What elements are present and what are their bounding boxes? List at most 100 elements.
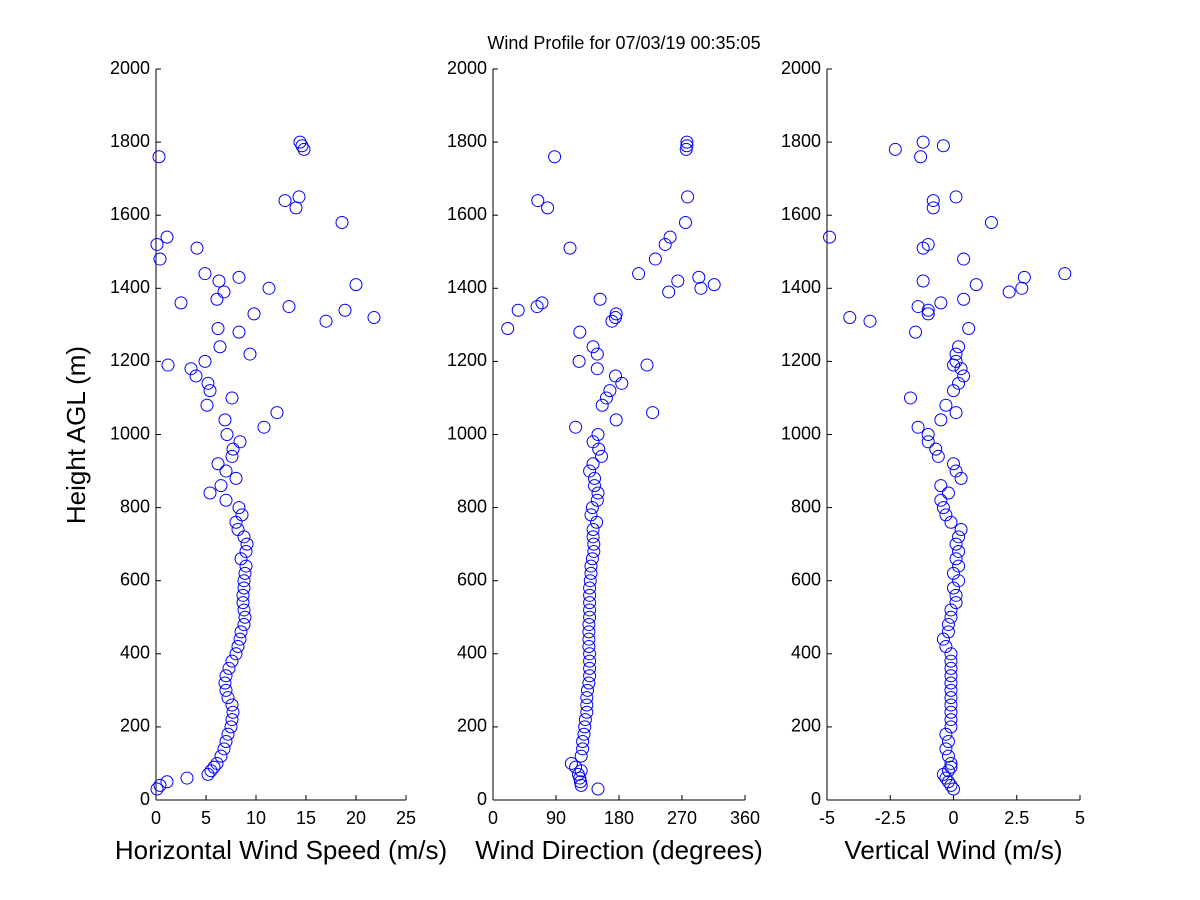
x-tick-label: 0 — [948, 808, 958, 828]
point — [1058, 267, 1072, 281]
point — [952, 376, 966, 390]
x-tick-label: -2.5 — [875, 808, 906, 828]
point — [939, 742, 953, 756]
point — [152, 150, 166, 164]
point — [903, 391, 917, 405]
point — [921, 237, 935, 251]
y-tick-label: 2000 — [781, 58, 821, 78]
point — [203, 384, 217, 398]
point — [939, 727, 953, 741]
point — [153, 252, 167, 266]
point — [219, 735, 233, 749]
point — [944, 661, 958, 675]
point — [225, 449, 239, 463]
point — [944, 610, 958, 624]
point — [952, 559, 966, 573]
point — [531, 194, 545, 208]
point — [947, 566, 960, 580]
y-tick-label: 1800 — [447, 131, 487, 151]
point — [947, 457, 960, 471]
x-tick-label: 2.5 — [1004, 808, 1029, 828]
y-tick-label: 800 — [791, 496, 821, 516]
point — [640, 358, 654, 372]
point — [571, 767, 585, 781]
point — [293, 135, 307, 149]
point — [941, 486, 955, 500]
point — [957, 292, 971, 306]
point — [583, 464, 597, 478]
point — [233, 435, 247, 449]
point — [582, 625, 596, 639]
point — [582, 639, 596, 653]
point — [237, 581, 251, 595]
point — [663, 230, 677, 244]
point — [952, 340, 966, 354]
point — [222, 661, 236, 675]
point — [220, 428, 234, 441]
point — [590, 493, 604, 507]
point — [843, 311, 857, 325]
point — [949, 190, 963, 204]
point — [911, 300, 925, 314]
point — [914, 150, 928, 164]
point — [632, 267, 646, 281]
point — [501, 322, 515, 336]
point — [569, 420, 583, 434]
point — [591, 428, 605, 441]
point — [201, 376, 215, 390]
point — [954, 523, 968, 537]
point — [944, 654, 958, 668]
point — [234, 552, 248, 566]
point — [947, 581, 960, 595]
point — [934, 479, 948, 493]
point — [577, 727, 591, 741]
point — [586, 340, 600, 354]
point — [198, 267, 212, 281]
point — [944, 705, 958, 719]
point — [161, 358, 175, 372]
point — [225, 713, 239, 727]
point — [944, 603, 958, 617]
point — [198, 354, 212, 368]
point — [236, 596, 250, 610]
point — [588, 479, 601, 493]
y-tick-label: 1000 — [110, 423, 150, 443]
point — [219, 669, 233, 683]
point — [583, 588, 597, 602]
point — [578, 720, 592, 734]
point — [229, 471, 243, 485]
point — [921, 428, 935, 441]
point — [707, 278, 721, 292]
point — [931, 449, 945, 463]
point — [936, 632, 950, 646]
point — [211, 457, 225, 471]
point — [150, 237, 164, 251]
point — [200, 398, 214, 412]
y-tick-label: 1800 — [110, 131, 150, 151]
point — [219, 683, 233, 697]
point — [926, 201, 940, 215]
point — [160, 775, 174, 789]
point — [243, 347, 257, 361]
point — [658, 237, 672, 251]
y-tick-label: 800 — [457, 496, 487, 516]
point — [247, 307, 261, 321]
point — [535, 296, 549, 310]
point — [221, 727, 235, 741]
point — [278, 194, 292, 208]
point — [204, 764, 218, 778]
point — [153, 778, 167, 792]
point — [590, 347, 604, 361]
point — [939, 639, 953, 653]
point — [584, 566, 598, 580]
point — [563, 241, 577, 255]
point — [944, 676, 958, 690]
point — [214, 479, 228, 493]
point — [235, 508, 249, 522]
point — [210, 756, 224, 770]
point — [150, 782, 164, 796]
x-tick-label: 5 — [1075, 808, 1085, 828]
point — [576, 742, 590, 756]
point — [583, 661, 597, 675]
x-tick-label: 10 — [246, 808, 266, 828]
